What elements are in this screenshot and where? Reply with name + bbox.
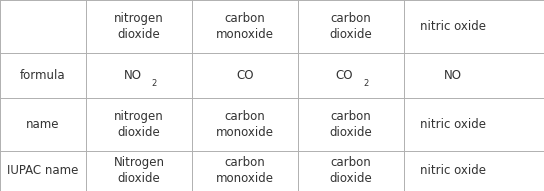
Text: nitrogen
dioxide: nitrogen dioxide	[114, 110, 164, 139]
Text: carbon
dioxide: carbon dioxide	[330, 156, 373, 185]
Text: CO: CO	[236, 69, 254, 82]
Text: CO: CO	[336, 69, 354, 82]
Text: nitric oxide: nitric oxide	[419, 164, 486, 177]
Text: 2: 2	[152, 79, 157, 88]
Text: nitric oxide: nitric oxide	[419, 20, 486, 33]
Text: carbon
dioxide: carbon dioxide	[330, 110, 373, 139]
Text: nitric oxide: nitric oxide	[419, 118, 486, 131]
Text: 2: 2	[364, 79, 369, 88]
Text: nitrogen
dioxide: nitrogen dioxide	[114, 12, 164, 41]
Text: carbon
monoxide: carbon monoxide	[216, 12, 274, 41]
Text: IUPAC name: IUPAC name	[7, 164, 79, 177]
Text: NO: NO	[123, 69, 141, 82]
Text: formula: formula	[20, 69, 66, 82]
Text: carbon
monoxide: carbon monoxide	[216, 156, 274, 185]
Text: carbon
dioxide: carbon dioxide	[330, 12, 373, 41]
Text: NO: NO	[443, 69, 462, 82]
Text: Nitrogen
dioxide: Nitrogen dioxide	[114, 156, 164, 185]
Text: carbon
monoxide: carbon monoxide	[216, 110, 274, 139]
Text: name: name	[26, 118, 60, 131]
